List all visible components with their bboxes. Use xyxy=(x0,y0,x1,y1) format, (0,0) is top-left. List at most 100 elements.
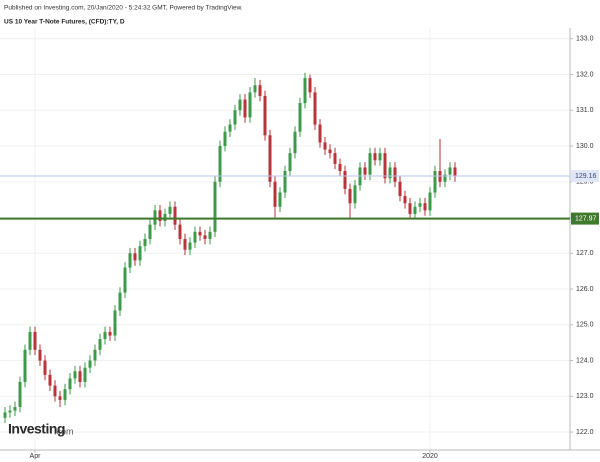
candle-body xyxy=(443,174,447,182)
candle-body xyxy=(118,292,122,311)
y-tick-label: 129.0 xyxy=(576,179,594,186)
candle-body xyxy=(403,196,407,204)
candle-body xyxy=(423,203,427,211)
candle-body xyxy=(58,396,62,400)
price-label: 127.97 xyxy=(575,215,597,222)
candle-body xyxy=(408,203,412,214)
candle-body xyxy=(63,389,67,400)
candle-body xyxy=(23,349,27,382)
candle-body xyxy=(248,92,252,118)
candle-body xyxy=(43,360,47,375)
candle-body xyxy=(208,231,212,239)
candle-body xyxy=(233,110,237,125)
candle-body xyxy=(203,235,207,239)
logo-suffix: .com xyxy=(54,426,74,436)
candle-body xyxy=(53,385,57,397)
candle-body xyxy=(363,167,367,175)
candle-body xyxy=(13,407,17,411)
x-tick-label: Apr xyxy=(30,453,42,460)
candle-body xyxy=(378,153,382,161)
candle-body xyxy=(253,85,257,93)
candle-body xyxy=(93,349,97,361)
candle-body xyxy=(98,339,102,350)
candle-body xyxy=(353,185,357,204)
candle-body xyxy=(153,210,157,225)
y-tick-label: 130.0 xyxy=(576,143,594,150)
candle-body xyxy=(448,167,452,175)
candle-body xyxy=(123,267,127,293)
candle-body xyxy=(413,206,417,214)
candle-body xyxy=(313,92,317,125)
candle-body xyxy=(258,85,262,96)
candle-body xyxy=(113,310,117,336)
candle-body xyxy=(283,171,287,193)
candle-body xyxy=(218,146,222,182)
candle-body xyxy=(178,224,182,239)
candle-body xyxy=(88,360,92,368)
y-tick-label: 126.0 xyxy=(576,286,594,293)
y-tick-label: 122.0 xyxy=(576,429,594,436)
candle-body xyxy=(163,213,167,222)
price-label-box xyxy=(571,212,599,225)
candle-body xyxy=(298,103,302,132)
candle-body xyxy=(453,167,457,177)
candle-body xyxy=(293,131,297,154)
candle-body xyxy=(78,371,82,382)
candle-body xyxy=(343,171,347,189)
candle-body xyxy=(213,181,217,232)
candle-body xyxy=(138,246,142,261)
candle-body xyxy=(18,382,22,408)
candle-body xyxy=(303,78,307,104)
candle-body xyxy=(188,242,192,250)
chart-title: US 10 Year T-Note Futures, (CFD):TY, D xyxy=(4,19,125,26)
x-tick-label: 2020 xyxy=(422,453,438,460)
candle-body xyxy=(288,153,292,172)
candle-body xyxy=(273,181,277,207)
candle-body xyxy=(38,349,42,361)
price-label-box xyxy=(571,170,599,183)
candle-body xyxy=(48,374,52,386)
y-tick-label: 125.0 xyxy=(576,322,594,329)
price-label: 129.16 xyxy=(575,173,597,180)
candle-body xyxy=(158,210,162,222)
candle-body xyxy=(383,153,387,179)
candle-body xyxy=(328,149,332,154)
candle-body xyxy=(228,124,232,132)
y-tick-label: 124.0 xyxy=(576,357,594,364)
y-tick-label: 123.0 xyxy=(576,393,594,400)
candle-body xyxy=(318,124,322,143)
candle-body xyxy=(68,378,72,390)
candle-body xyxy=(183,238,187,250)
y-tick-label: 133.0 xyxy=(576,36,594,43)
y-tick-label: 131.0 xyxy=(576,107,594,114)
candle-body xyxy=(3,412,7,418)
candle-body xyxy=(263,95,267,136)
candle-body xyxy=(108,331,112,336)
candle-body xyxy=(323,142,327,150)
y-tick-label: 127.0 xyxy=(576,250,594,257)
logo: Investing xyxy=(8,421,65,437)
y-tick-label: 132.0 xyxy=(576,71,594,78)
candle-body xyxy=(333,153,337,164)
candle-body xyxy=(433,171,437,193)
candle-body xyxy=(338,163,342,172)
candle-body xyxy=(368,153,372,175)
candle-body xyxy=(223,131,227,146)
header: Published on Investing.com, 20/Jan/2020 … xyxy=(4,5,243,12)
candle-body xyxy=(193,231,197,243)
candle-body xyxy=(373,153,377,161)
candle-body xyxy=(133,253,137,261)
candle-body xyxy=(83,367,87,382)
candle-body xyxy=(33,331,37,350)
candle-body xyxy=(198,231,202,236)
candle-body xyxy=(393,167,397,182)
candle-body xyxy=(28,331,32,350)
candle-body xyxy=(268,135,272,182)
candle-body xyxy=(418,203,422,207)
candle-body xyxy=(148,224,152,239)
candle-body xyxy=(143,238,147,247)
candle-body xyxy=(308,78,312,93)
candle-body xyxy=(398,181,402,197)
